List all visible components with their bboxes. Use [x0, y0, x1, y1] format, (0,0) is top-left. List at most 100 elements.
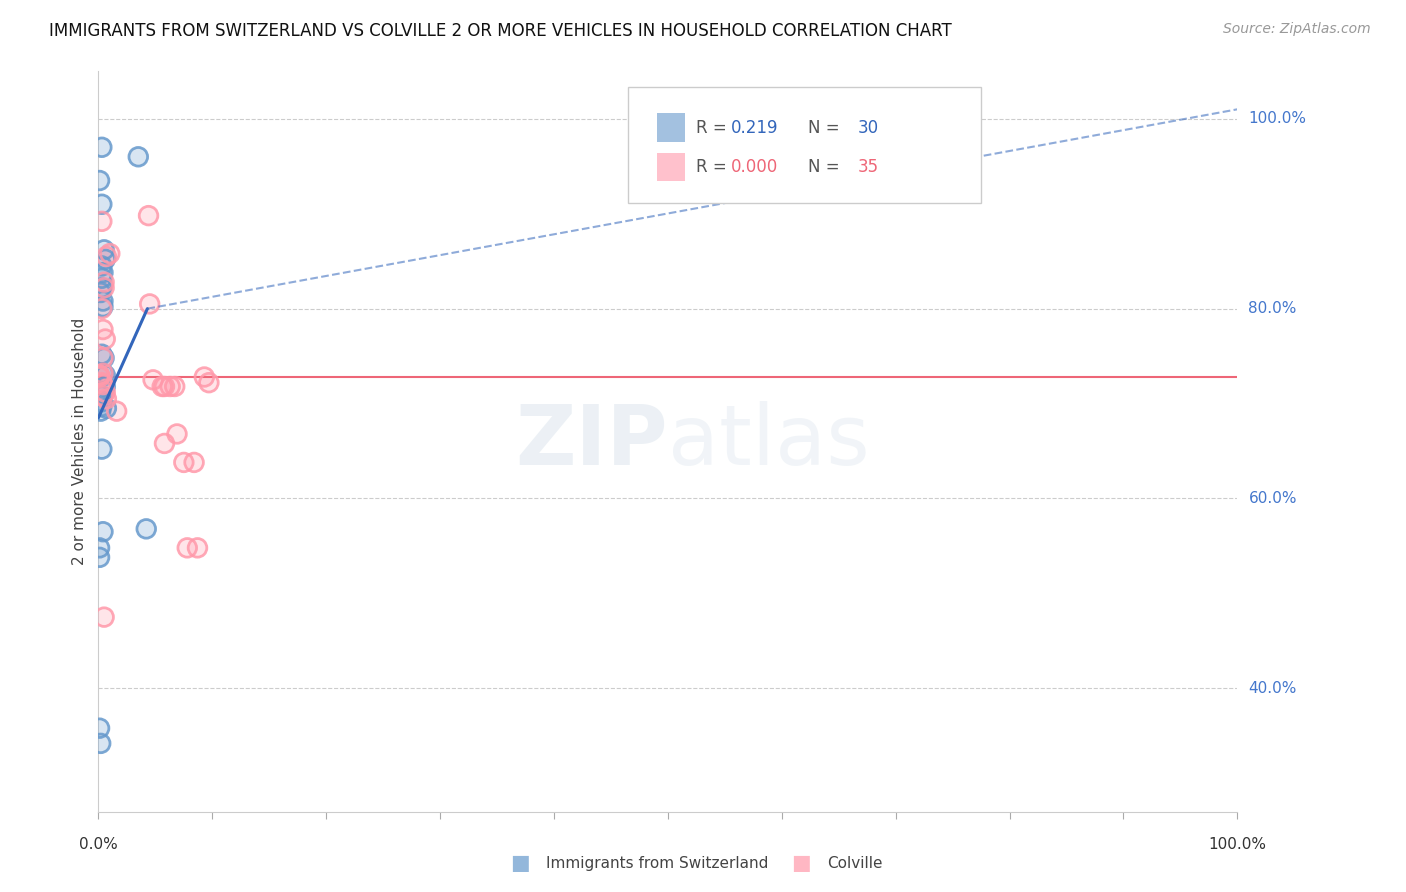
Text: 0.219: 0.219 [731, 119, 779, 136]
Point [127, 150, 149, 164]
Text: atlas: atlas [668, 401, 869, 482]
Point [98, 246, 121, 260]
Text: Immigrants from Switzerland: Immigrants from Switzerland [546, 856, 768, 871]
Point [142, 373, 165, 387]
Text: 0.0%: 0.0% [79, 837, 118, 852]
Point [90, 347, 112, 361]
Text: R =: R = [696, 119, 733, 136]
Text: ■: ■ [792, 854, 811, 873]
Point [94, 368, 117, 383]
Point [183, 455, 205, 469]
Point [93, 243, 115, 257]
Point [89, 173, 111, 187]
Point [153, 379, 176, 393]
Point [94, 385, 117, 400]
Point [89, 541, 111, 555]
Point [94, 379, 117, 393]
Point [138, 209, 160, 223]
Point [90, 442, 112, 457]
Text: 40.0%: 40.0% [1249, 681, 1296, 696]
Y-axis label: 2 or more Vehicles in Household: 2 or more Vehicles in Household [72, 318, 87, 566]
Point [90, 394, 112, 409]
Point [89, 550, 111, 565]
Point [176, 541, 198, 555]
Point [127, 150, 149, 164]
Point [90, 140, 112, 154]
Point [138, 297, 160, 311]
Point [90, 259, 112, 273]
Text: Colville: Colville [827, 856, 882, 871]
Point [96, 392, 118, 406]
Point [94, 252, 117, 267]
Point [153, 436, 176, 450]
Point [90, 197, 112, 211]
Point [93, 281, 115, 295]
Point [93, 351, 115, 365]
Point [89, 721, 111, 735]
Point [90, 259, 112, 273]
Point [93, 351, 115, 365]
Point [89, 721, 111, 735]
Point [90, 404, 112, 418]
Point [89, 368, 111, 383]
Text: 100.0%: 100.0% [1249, 112, 1306, 127]
Point [94, 385, 117, 400]
Point [91, 351, 114, 365]
Text: 60.0%: 60.0% [1249, 491, 1296, 506]
Point [90, 214, 112, 228]
Point [91, 377, 114, 392]
Text: N =: N = [808, 119, 845, 136]
Point [96, 401, 118, 416]
Point [93, 275, 115, 289]
Point [90, 376, 112, 390]
Point [176, 541, 198, 555]
Point [90, 271, 112, 285]
Text: 100.0%: 100.0% [1208, 837, 1267, 852]
Point [163, 379, 186, 393]
Point [105, 404, 128, 418]
Text: 30: 30 [858, 119, 879, 136]
Point [94, 332, 117, 346]
Point [105, 404, 128, 418]
Point [173, 455, 195, 469]
Point [96, 392, 118, 406]
Point [90, 400, 112, 414]
Point [91, 294, 114, 309]
Point [93, 281, 115, 295]
Text: 35: 35 [858, 158, 879, 176]
Text: ■: ■ [510, 854, 530, 873]
Point [150, 379, 173, 393]
Text: Source: ZipAtlas.com: Source: ZipAtlas.com [1223, 22, 1371, 37]
Point [198, 376, 221, 390]
Point [90, 281, 112, 295]
Point [91, 524, 114, 539]
Point [135, 522, 157, 536]
Point [138, 209, 160, 223]
Point [90, 736, 112, 750]
Point [91, 294, 114, 309]
Point [90, 347, 112, 361]
Point [91, 266, 114, 280]
Point [91, 322, 114, 336]
Point [91, 300, 114, 314]
Point [94, 368, 117, 383]
Point [91, 366, 114, 380]
Point [90, 389, 112, 403]
Point [91, 322, 114, 336]
Point [91, 524, 114, 539]
Point [90, 394, 112, 409]
Point [91, 366, 114, 380]
Text: ZIP: ZIP [516, 401, 668, 482]
Point [150, 379, 173, 393]
Point [90, 281, 112, 295]
Point [89, 368, 111, 383]
Point [138, 297, 160, 311]
Point [90, 285, 112, 300]
Point [94, 379, 117, 393]
Point [153, 436, 176, 450]
Point [90, 285, 112, 300]
Point [183, 455, 205, 469]
Text: 0.000: 0.000 [731, 158, 779, 176]
Point [89, 550, 111, 565]
Point [90, 404, 112, 418]
